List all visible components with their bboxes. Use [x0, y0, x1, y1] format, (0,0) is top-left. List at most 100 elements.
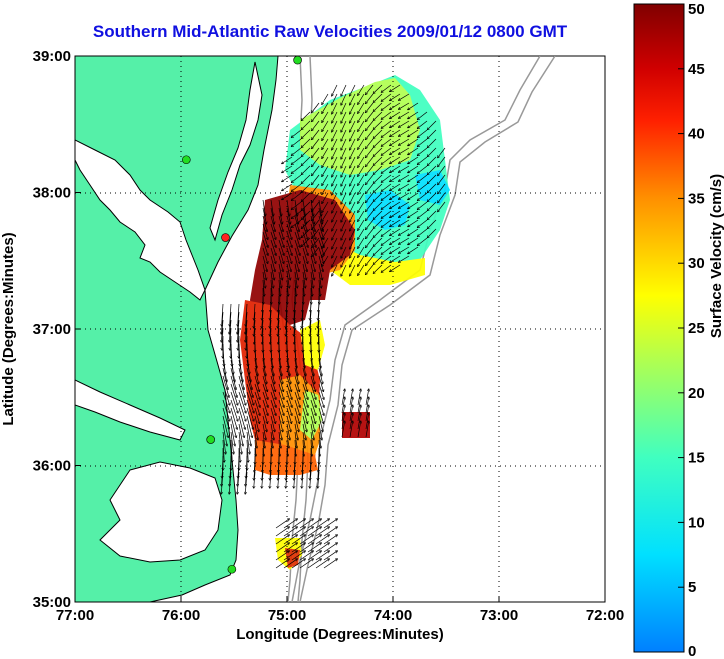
velocity-arrow — [270, 407, 275, 423]
velocity-arrow — [286, 327, 287, 344]
velocity-arrow — [238, 391, 246, 413]
velocity-arrow — [390, 147, 401, 154]
velocity-arrow — [278, 311, 280, 328]
velocity-arrow — [262, 423, 266, 440]
velocity-arrow — [275, 519, 289, 529]
velocity-arrow — [332, 111, 338, 123]
velocity-arrow — [350, 228, 356, 240]
velocity-arrow — [390, 174, 401, 181]
velocity-arrow — [428, 219, 437, 228]
velocity-arrow — [294, 415, 299, 432]
velocity-arrow — [408, 210, 419, 218]
velocity-arrow — [278, 423, 282, 440]
velocity-arrow — [358, 84, 365, 95]
velocity-arrow — [418, 120, 428, 128]
velocity-arrow — [332, 228, 338, 240]
velocity-arrow — [230, 375, 237, 397]
velocity-arrow — [302, 471, 304, 488]
velocity-arrow — [350, 264, 356, 276]
velocity-arrow — [318, 359, 322, 376]
velocity-arrow — [418, 129, 428, 137]
velocity-arrow — [245, 319, 248, 342]
velocity-arrow — [310, 431, 313, 448]
velocity-arrow — [366, 147, 374, 157]
velocity-arrow — [381, 84, 392, 92]
x-tick-label: 73:00 — [480, 607, 518, 624]
velocity-arrow — [294, 383, 300, 399]
velocity-arrow — [341, 138, 347, 150]
velocity-arrow — [283, 559, 297, 569]
velocity-arrow — [312, 129, 320, 139]
colorbar — [633, 3, 685, 653]
velocity-arrow — [237, 471, 240, 494]
velocity-arrow — [373, 102, 383, 111]
velocity-arrow — [399, 183, 410, 190]
velocity-arrow — [318, 463, 319, 480]
velocity-arrow — [246, 423, 251, 446]
velocity-arrow — [278, 303, 279, 320]
velocity-arrow — [315, 535, 329, 545]
velocity-arrow — [283, 519, 297, 529]
velocity-arrow — [286, 231, 292, 247]
velocity-arrow — [295, 439, 296, 456]
velocity-arrow — [390, 237, 401, 244]
velocity-arrow — [390, 93, 401, 100]
velocity-arrow — [294, 351, 297, 368]
velocity-arrow — [254, 311, 256, 328]
velocity-arrow — [282, 174, 293, 182]
velocity-arrow — [373, 255, 383, 264]
velocity-arrow — [278, 247, 284, 263]
velocity-arrow — [262, 239, 268, 255]
velocity-arrow — [332, 201, 338, 213]
velocity-arrow — [341, 84, 347, 96]
velocity-arrow — [270, 359, 274, 376]
velocity-arrow — [310, 223, 316, 239]
velocity-arrow — [292, 219, 302, 227]
velocity-arrow — [381, 210, 392, 218]
velocity-arrow — [319, 439, 320, 456]
velocity-arrow — [302, 223, 308, 239]
velocity-arrow — [381, 246, 392, 254]
velocity-arrow — [262, 263, 266, 280]
velocity-arrow — [390, 183, 401, 190]
velocity-arrow — [230, 415, 236, 437]
velocity-arrow — [399, 246, 410, 253]
velocity-arrow — [270, 223, 276, 239]
velocity-arrow — [366, 219, 374, 229]
velocity-arrow — [301, 165, 311, 174]
velocity-arrow — [438, 192, 446, 203]
velocity-arrow — [292, 147, 302, 155]
velocity-arrow — [373, 84, 383, 93]
velocity-arrow — [283, 543, 297, 553]
velocity-arrow — [310, 199, 313, 216]
velocity-arrow — [310, 375, 315, 391]
velocity-arrow — [318, 223, 324, 239]
velocity-arrow — [310, 391, 316, 407]
velocity-arrow — [323, 527, 337, 537]
velocity-arrow — [323, 519, 337, 529]
velocity-arrow — [341, 174, 347, 186]
y-tick-label: 35:00 — [33, 594, 71, 611]
velocity-arrow — [373, 210, 383, 219]
velocity-arrow — [245, 471, 248, 494]
velocity-arrow — [310, 263, 314, 280]
velocity-arrow — [278, 215, 283, 231]
velocity-arrow — [318, 407, 323, 423]
velocity-arrow — [286, 375, 291, 391]
velocity-arrow — [286, 207, 290, 224]
velocity-arrow — [399, 210, 410, 217]
velocity-arrow — [310, 423, 314, 440]
colorbar-tick-label: 0 — [688, 643, 696, 659]
velocity-arrow — [294, 263, 298, 280]
velocity-arrow — [366, 129, 374, 139]
velocity-arrow — [332, 93, 338, 105]
velocity-arrow — [312, 147, 320, 157]
velocity-arrow — [263, 439, 264, 456]
velocity-arrow — [373, 183, 383, 192]
velocity-arrow — [270, 399, 276, 415]
velocity-arrow — [332, 174, 338, 186]
velocity-arrow — [229, 471, 232, 494]
velocity-arrow — [390, 219, 401, 226]
velocity-arrow — [278, 415, 283, 432]
velocity-arrow — [365, 421, 369, 438]
